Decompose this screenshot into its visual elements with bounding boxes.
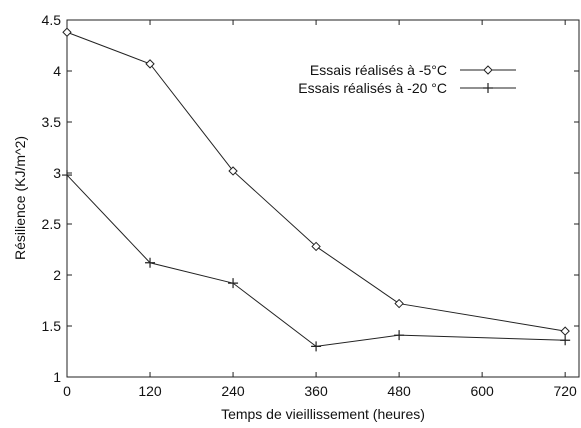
- series-layer: [62, 27, 571, 352]
- series-2-point: [145, 257, 156, 268]
- legend-label-series-1: Essais réalisés à -5°C: [310, 62, 447, 78]
- y-tick-label: 4: [53, 63, 61, 79]
- x-tick-label: 600: [470, 383, 494, 399]
- series-1-point: [394, 298, 404, 309]
- y-axis-title: Résilience (KJ/m^2): [12, 136, 28, 260]
- series-2-point: [228, 278, 239, 289]
- x-tick-label: 720: [553, 383, 577, 399]
- series-1-point: [311, 241, 321, 252]
- x-tick-label: 360: [304, 383, 328, 399]
- series-1-point: [228, 166, 238, 176]
- series-2-point: [560, 335, 571, 346]
- legend: Essais réalisés à -5°C Essais réalisés à…: [298, 62, 516, 96]
- x-tick-label: 480: [387, 383, 411, 399]
- y-tick-label: 1: [53, 369, 61, 385]
- x-tick-label: 240: [221, 383, 245, 399]
- series-1-point: [62, 27, 72, 37]
- x-tick-label: 0: [63, 383, 71, 399]
- series-2-point: [394, 330, 405, 341]
- x-tick-label: 120: [138, 383, 162, 399]
- legend-marker-series-2: [483, 83, 493, 93]
- plot-frame: [66, 19, 580, 378]
- y-tick-label: 2.5: [42, 216, 62, 232]
- series-1-point: [560, 326, 570, 336]
- y-tick-label: 4.5: [42, 12, 62, 28]
- y-tick-label: 3.5: [42, 114, 62, 130]
- series-1-line: [66, 31, 566, 332]
- legend-label-series-2: Essais réalisés à -20 °C: [298, 80, 447, 96]
- series-2-point: [62, 170, 72, 181]
- series-1-point: [145, 59, 155, 69]
- x-axis-title: Temps de vieillissement (heures): [221, 406, 425, 422]
- y-tick-label: 2: [53, 267, 61, 283]
- y-tick-label: 1.5: [42, 318, 62, 334]
- legend-marker-series-1: [483, 65, 493, 75]
- axes-layer: 1 1.5 2 2.5 3 3.5 4 4.5 0 120 240 360 480 600 720: [42, 12, 580, 399]
- series-2-point: [311, 341, 322, 352]
- series-2-line: [66, 174, 566, 347]
- y-tick-label: 3: [53, 165, 61, 181]
